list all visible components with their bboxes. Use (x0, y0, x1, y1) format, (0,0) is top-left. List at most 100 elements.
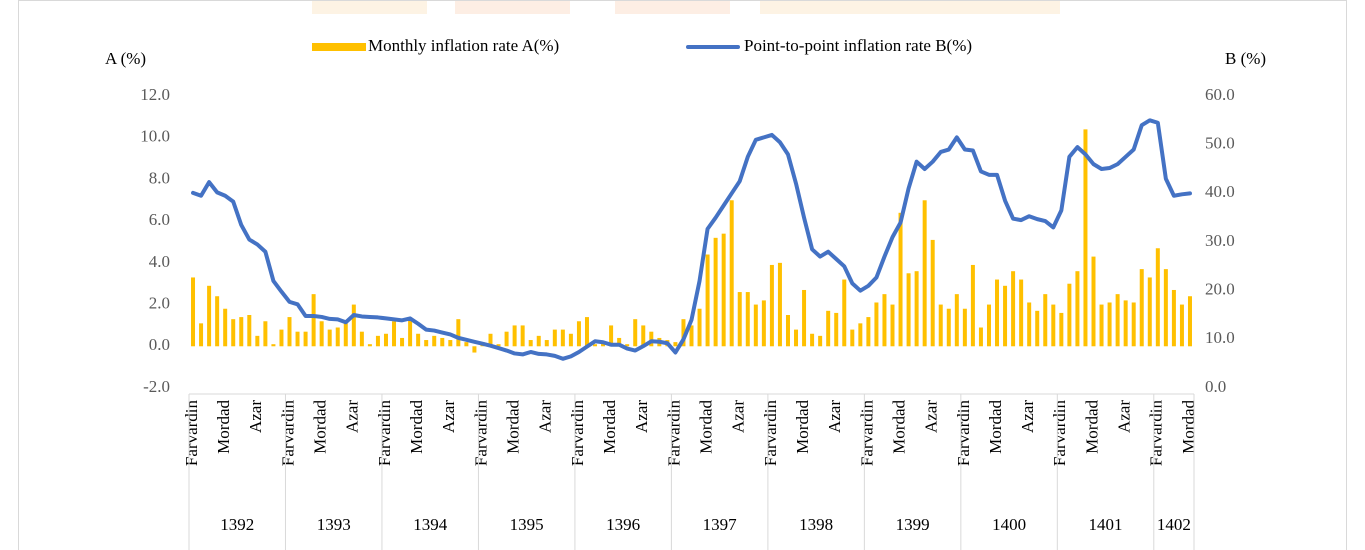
bar (1155, 248, 1160, 347)
bar (472, 346, 477, 353)
bar (1011, 271, 1016, 347)
year-label: 1400 (992, 515, 1026, 534)
bar (1027, 302, 1032, 347)
y2-tick-label: 30.0 (1205, 231, 1235, 250)
bar (335, 327, 340, 347)
bar (842, 279, 847, 347)
bar (769, 264, 774, 347)
bar (408, 319, 413, 347)
bar (681, 319, 686, 347)
bar (247, 315, 252, 347)
bar (785, 315, 790, 347)
bar (392, 321, 397, 347)
y2-axis-label: B (%) (1225, 49, 1266, 68)
bar (1139, 269, 1144, 347)
bar (199, 323, 204, 347)
bar (922, 200, 927, 347)
bar (359, 331, 364, 347)
y-tick-label: 8.0 (149, 168, 170, 187)
decor (615, 0, 730, 14)
bar (737, 292, 742, 347)
bar (367, 344, 372, 347)
bar (223, 308, 228, 347)
bar (818, 335, 823, 347)
legend-label: Point-to-point inflation rate B(%) (744, 36, 972, 55)
bar (1035, 310, 1040, 347)
bar (1003, 285, 1008, 347)
bar (906, 273, 911, 347)
bar (777, 262, 782, 347)
bar (802, 289, 807, 347)
x-tick-label: Azar (343, 400, 362, 433)
line (191, 118, 1192, 361)
bar (464, 342, 469, 347)
year-label: 1395 (510, 515, 544, 534)
bar (504, 331, 509, 347)
x-tick-label: Azar (439, 400, 458, 433)
bar (496, 344, 501, 347)
x-tick-label: Azar (729, 400, 748, 433)
bar (1187, 296, 1192, 347)
bar (649, 331, 654, 347)
bar (231, 319, 236, 347)
bar (416, 333, 421, 347)
x-tick-label: Farvardin (857, 400, 876, 467)
bar (713, 237, 718, 347)
x-tick-label: Farvardin (1050, 400, 1069, 467)
x-tick-label: Farvardin (375, 400, 394, 467)
bar (544, 340, 549, 347)
year-label: 1402 (1157, 515, 1191, 534)
x-tick-label: Mordad (600, 400, 619, 454)
bar (191, 277, 196, 347)
x-tick-label: Mordad (696, 400, 715, 454)
y-tick-label: 6.0 (149, 210, 170, 229)
bar (1099, 304, 1104, 347)
y-axis-label: A (%) (105, 49, 146, 68)
year-label: 1394 (413, 515, 448, 534)
x-tick-label: Farvardin (761, 400, 780, 467)
year-label: 1398 (799, 515, 833, 534)
bar (1107, 302, 1112, 347)
y2-tick-label: 10.0 (1205, 328, 1235, 347)
year-label: 1399 (896, 515, 930, 534)
bar (1091, 256, 1096, 347)
bar (1075, 271, 1080, 347)
bar (327, 329, 332, 347)
bar (560, 329, 565, 347)
bar (383, 333, 388, 347)
x-tick-label: Farvardin (182, 400, 201, 467)
bar (794, 329, 799, 347)
bar (970, 264, 975, 347)
x-tick-label: Mordad (1082, 400, 1101, 454)
bar (617, 337, 622, 347)
x-tick-label: Mordad (986, 400, 1005, 454)
bar (882, 294, 887, 347)
bar (528, 340, 533, 347)
year-label: 1396 (606, 515, 640, 534)
bar (456, 319, 461, 347)
y-tick-label: 4.0 (149, 252, 170, 271)
bar (488, 333, 493, 347)
bar (311, 294, 316, 347)
y2-tick-label: 20.0 (1205, 280, 1235, 299)
bar (1131, 302, 1136, 347)
bar (954, 294, 959, 347)
bar (319, 321, 324, 347)
year-label: 1393 (317, 515, 351, 534)
bar (866, 317, 871, 347)
y-tick-label: 12.0 (140, 85, 170, 104)
bar (440, 337, 445, 347)
x-tick-label: Mordad (214, 400, 233, 454)
bar (432, 335, 437, 347)
bar (1083, 129, 1088, 347)
x-tick-label: Mordad (793, 400, 812, 454)
x-tick-label: Farvardin (278, 400, 297, 467)
y2-tick-label: 60.0 (1205, 85, 1235, 104)
bar (978, 327, 983, 347)
bar (1059, 312, 1064, 347)
x-tick-label: Azar (1018, 400, 1037, 433)
bar (552, 329, 557, 347)
year-label: 1392 (220, 515, 254, 534)
bar (753, 304, 758, 347)
